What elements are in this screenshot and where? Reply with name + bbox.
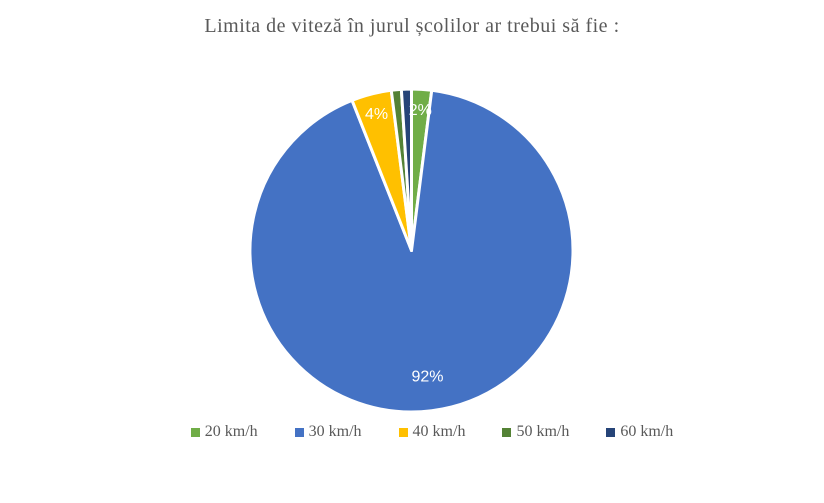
legend-swatch-40-km-h <box>398 427 408 437</box>
legend-item-60-km-h: 60 km/h <box>606 423 673 441</box>
data-label-30-km-h: 92% <box>411 369 443 386</box>
legend-label-50-km-h: 50 km/h <box>516 423 570 440</box>
legend-item-50-km-h: 50 km/h <box>502 423 569 441</box>
legend-swatch-30-km-h <box>294 427 304 437</box>
legend-label-20-km-h: 20 km/h <box>204 423 258 440</box>
chart-title: Limita de viteză în jurul școlilor ar tr… <box>204 15 620 37</box>
legend-swatch-60-km-h <box>606 427 616 437</box>
data-label-20-km-h: 2% <box>409 102 432 119</box>
legend-item-30-km-h: 30 km/h <box>294 423 362 441</box>
legend-label-30-km-h: 30 km/h <box>308 423 362 440</box>
data-label-40-km-h: 4% <box>365 106 388 123</box>
legend-label-60-km-h: 60 km/h <box>620 423 674 440</box>
legend-swatch-50-km-h <box>502 427 512 437</box>
legend-swatch-20-km-h <box>190 427 200 437</box>
pie-slice-60-km-h <box>399 87 413 252</box>
chart-legend: 20 km/h 30 km/h 40 km/h 50 km/h 60 km/h <box>0 423 824 441</box>
legend-item-40-km-h: 40 km/h <box>398 423 466 441</box>
legend-item-20-km-h: 20 km/h <box>190 423 258 441</box>
legend-label-40-km-h: 40 km/h <box>412 423 466 440</box>
